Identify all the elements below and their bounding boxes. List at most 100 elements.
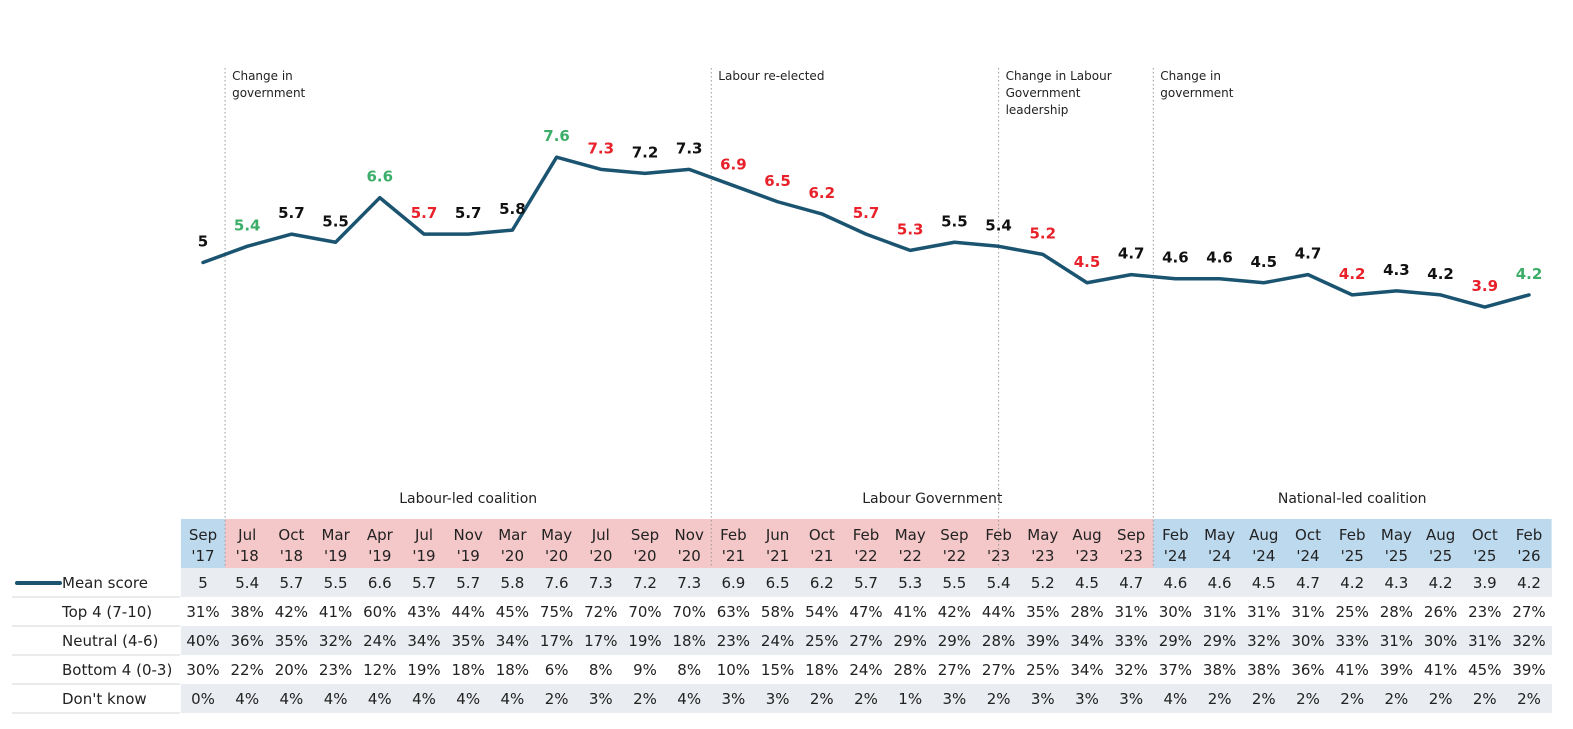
period-shading: Labour-led coalition Labour Government Nat… [180,491,1552,568]
table-cell: 29% [1159,632,1192,650]
table-cell: 38% [1203,661,1236,679]
table-cell: 4.2 [1517,574,1541,592]
header-cell-bg [1109,519,1154,568]
table-cell: 34% [1070,661,1103,679]
data-label: 6.5 [764,172,791,190]
table-cell: 8% [589,661,613,679]
table-cell: 30% [1424,632,1457,650]
data-label: 3.9 [1472,277,1499,295]
column-header-year: '21 [722,547,745,565]
column-header-month: Nov [675,526,704,544]
table-cell: 4% [235,690,259,708]
table-cell: 27% [1512,603,1545,621]
table-cell: 27% [938,661,971,679]
column-header-month: Mar [321,526,350,544]
table-cell: 2% [1208,690,1232,708]
event-annotation-line: leadership [1006,103,1069,117]
header-cell-bg [932,519,977,568]
table-cell: 3% [589,690,613,708]
event-annotation-line: Change in [232,69,293,83]
table-cell: 3% [1075,690,1099,708]
column-header-month: Aug [1249,526,1278,544]
table-cell: 31% [1291,603,1324,621]
table-cell: 39% [1512,661,1545,679]
table-cell: 29% [894,632,927,650]
column-header-year: '19 [368,547,391,565]
table-cell: 4% [456,690,480,708]
data-label: 5.7 [853,204,880,222]
table-cell: 31% [1203,603,1236,621]
table-cell: 31% [1247,603,1280,621]
column-header-month: Oct [1472,526,1498,544]
header-cell-bg [490,519,535,568]
data-label: 5.7 [455,204,482,222]
table-cell: 4.7 [1119,574,1143,592]
column-header-month: May [1027,526,1058,544]
table-cell: 4% [368,690,392,708]
table-cell: 4.2 [1340,574,1364,592]
table-cell: 19% [628,632,661,650]
data-table: Sep '17 Jul '18 Oct '18 Mar '19 Apr '19 Jul '19 Nov '… [12,526,1552,714]
table-cell: 72% [584,603,617,621]
table-cell: 18% [496,661,529,679]
column-header-month: Nov [454,526,483,544]
table-cell: 34% [407,632,440,650]
table-cell: 35% [1026,603,1059,621]
row-label: Neutral (4-6) [62,632,158,650]
table-cell: 5.7 [854,574,878,592]
table-cell: 44% [982,603,1015,621]
mean-score-line [201,155,1531,309]
column-header-month: Jun [765,526,789,544]
table-cell: 3% [722,690,746,708]
header-cell-bg [1330,519,1375,568]
header-cell-bg [1064,519,1110,568]
column-header-year: '21 [810,547,833,565]
table-cell: 4.5 [1075,574,1099,592]
table-cell: 33% [1336,632,1369,650]
column-header-year: '17 [191,547,214,565]
table-cell: 2% [1340,690,1364,708]
data-label: 6.9 [720,156,747,174]
table-cell: 63% [717,603,750,621]
column-header-month: Feb [720,526,747,544]
data-label: 7.3 [588,139,615,157]
table-cell: 5.4 [987,574,1011,592]
event-annotation-line: government [1160,86,1233,100]
column-header-year: '19 [412,547,435,565]
event-annotation: Change in government [1160,69,1233,100]
table-cell: 41% [1336,661,1369,679]
table-cell: 75% [540,603,573,621]
data-label: 4.7 [1118,245,1145,263]
table-cell: 5.7 [412,574,436,592]
column-header-month: May [895,526,926,544]
column-header-year: '18 [236,547,259,565]
table-cell: 7.3 [677,574,701,592]
table-cell: 70% [628,603,661,621]
table-cell: 4.2 [1429,574,1453,592]
row-label: Top 4 (7-10) [61,603,152,621]
table-cell: 32% [319,632,352,650]
header-cell-bg [578,519,624,568]
header-cell-bg [1285,519,1331,568]
data-label: 4.6 [1162,249,1189,267]
table-cell: 23% [1468,603,1501,621]
data-label: 6.6 [367,168,394,186]
column-header-year: '22 [854,547,877,565]
table-cell: 3% [1119,690,1143,708]
table-cell: 24% [849,661,882,679]
column-header-year: '25 [1385,547,1408,565]
header-cell-bg [269,519,314,568]
event-dividers [224,68,1154,568]
table-cell: 4% [677,690,701,708]
column-header-year: '20 [633,547,656,565]
table-cell: 36% [1291,661,1324,679]
table-cell: 2% [854,690,878,708]
header-cell-bg [225,519,270,568]
column-header-month: Mar [498,526,527,544]
column-header-month: Aug [1072,526,1101,544]
column-header-month: Feb [1162,526,1189,544]
column-header-year: '25 [1473,547,1496,565]
table-cell: 6.6 [368,574,392,592]
data-label: 4.6 [1206,249,1233,267]
period-label: National-led coalition [1278,491,1427,507]
